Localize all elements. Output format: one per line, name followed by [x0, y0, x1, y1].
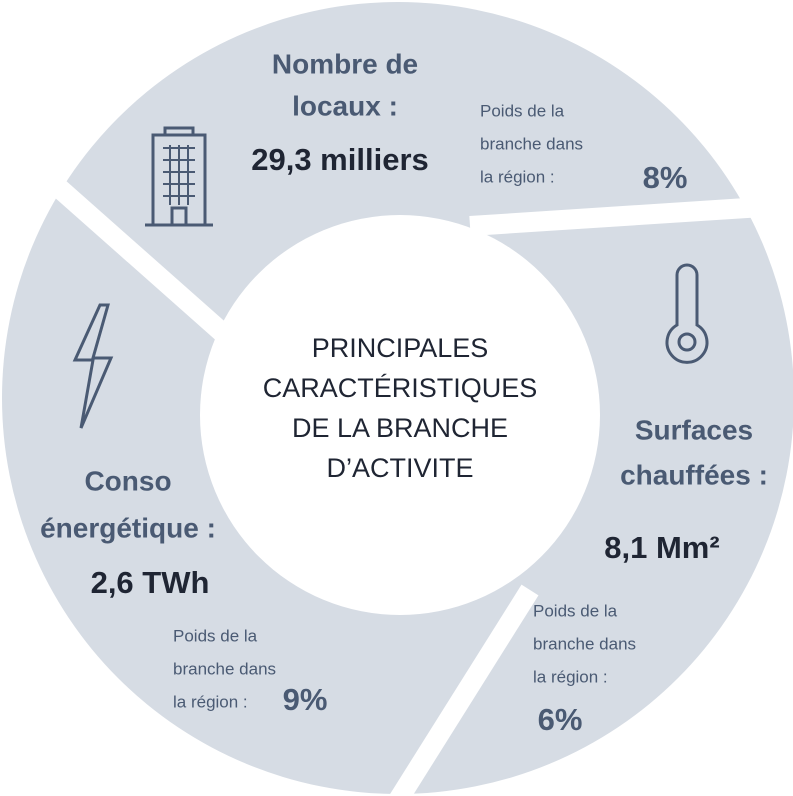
segment-value: 2,6 TWh [91, 565, 210, 600]
center-text: PRINCIPALES [312, 333, 489, 363]
segment-title: Surfaces [635, 414, 753, 445]
segment-title: Conso [84, 465, 171, 496]
center-text: D’ACTIVITE [326, 453, 473, 483]
center-text: DE LA BRANCHE [292, 413, 508, 443]
gap [469, 195, 793, 236]
weight-label: la région : [533, 667, 608, 686]
segment-title: locaux : [292, 90, 398, 121]
segment-value: 29,3 milliers [251, 142, 429, 177]
weight-label: la région : [173, 692, 248, 711]
weight-label: Poids de la [480, 101, 565, 120]
segment-title: chauffées : [620, 459, 768, 490]
weight-label: Poids de la [173, 626, 258, 645]
weight-label: Poids de la [533, 601, 618, 620]
weight-label: la région : [480, 167, 555, 186]
weight-label: branche dans [173, 659, 276, 678]
lightning-icon [72, 303, 114, 429]
thermometer-icon [665, 263, 709, 364]
building-icon [145, 126, 213, 227]
weight-value: 9% [283, 682, 328, 717]
gap [43, 172, 232, 343]
weight-value: 8% [643, 160, 688, 195]
segment-title: Nombre de [272, 48, 418, 79]
segment-title: énergétique : [40, 512, 216, 543]
center-hole [200, 215, 600, 615]
gap [388, 584, 539, 796]
segment-value: 8,1 Mm² [604, 530, 719, 565]
weight-value: 6% [538, 702, 583, 737]
weight-label: branche dans [533, 634, 636, 653]
weight-label: branche dans [480, 134, 583, 153]
center-text: CARACTÉRISTIQUES [263, 373, 538, 403]
